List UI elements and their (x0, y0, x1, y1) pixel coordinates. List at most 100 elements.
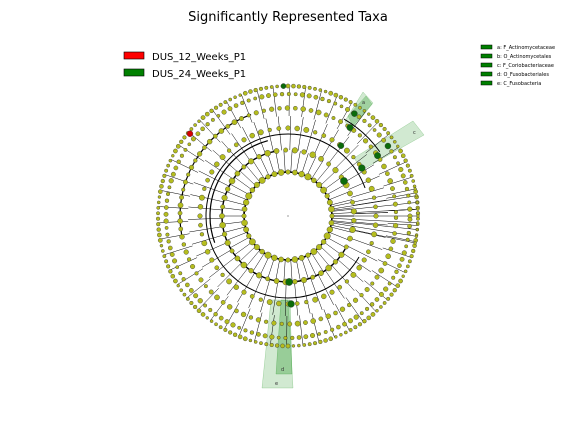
enriched-node-24w (384, 142, 392, 150)
taxon-node (156, 211, 160, 216)
taxon-node (206, 138, 213, 145)
taxon-node (177, 202, 184, 209)
taxon-node (415, 200, 419, 205)
taxa-key-label-c: c: F_Coriobacteriaceae (497, 63, 554, 69)
taxon-node (396, 161, 400, 166)
inner-branch (230, 183, 250, 196)
inner-branch (301, 257, 309, 279)
taxon-node (351, 154, 356, 160)
taxon-node (404, 186, 410, 192)
taxon-node (392, 155, 397, 160)
taxon-node (407, 200, 412, 205)
taxon-node (156, 227, 161, 232)
taxon-node (216, 113, 221, 118)
taxon-node (242, 90, 248, 96)
taxon-node (318, 316, 324, 322)
taxon-node (159, 243, 164, 248)
taxon-node (266, 93, 271, 98)
taxon-node (266, 299, 273, 305)
taxon-node (292, 169, 298, 176)
taxon-node (300, 106, 306, 112)
taxon-node (318, 88, 323, 92)
taxon-node (273, 148, 280, 154)
outer-branch (355, 289, 375, 311)
taxon-node (272, 92, 278, 97)
taxon-node (320, 239, 327, 245)
taxon-node (168, 178, 174, 184)
taxon-node (370, 115, 376, 120)
taxon-node (367, 112, 371, 116)
leaf-branch (331, 218, 418, 224)
taxon-node (336, 324, 341, 330)
taxon-node (253, 87, 258, 93)
inner-branch (311, 160, 324, 179)
inner-branch (267, 257, 275, 279)
taxon-node (249, 187, 256, 193)
taxon-node (326, 99, 331, 104)
inner-branch (224, 199, 246, 206)
taxon-node (259, 94, 265, 100)
taxon-node (249, 330, 255, 335)
taxon-node (203, 303, 208, 308)
taxon-node (413, 241, 417, 245)
taxon-node (406, 193, 411, 198)
taxon-node (253, 340, 258, 344)
taxon-node (190, 136, 196, 142)
taxon-node (189, 300, 194, 306)
taxon-node (370, 312, 376, 317)
enriched-node-24w (358, 164, 366, 172)
taxon-node (243, 199, 250, 206)
inner-branch (306, 156, 317, 177)
taxon-node (392, 201, 398, 207)
mid-branch (188, 218, 223, 220)
inner-branch (290, 259, 293, 282)
taxon-node (310, 333, 316, 339)
taxon-node (285, 83, 291, 89)
taxon-node (202, 145, 207, 150)
taxon-node (313, 94, 319, 100)
taxon-node (409, 173, 414, 178)
taxon-node (291, 147, 298, 154)
taxon-node (241, 289, 247, 295)
taxon-node (316, 244, 323, 251)
taxon-node (405, 264, 410, 269)
mid-branch (328, 136, 350, 164)
taxon-node (193, 123, 197, 127)
inner-branch (239, 245, 257, 262)
mid-branch (313, 123, 328, 156)
legend-label-24w: DUS_24_Weeks_P1 (152, 69, 246, 80)
taxon-node (407, 259, 412, 264)
taxon-node (226, 278, 233, 285)
taxon-node (221, 231, 228, 237)
taxon-node (321, 133, 327, 138)
legend-swatch-24w (123, 68, 145, 77)
taxon-node (240, 311, 247, 318)
taxon-node (198, 277, 204, 283)
enriched-node-24w (351, 110, 358, 117)
taxon-node (279, 91, 285, 97)
taxon-node (273, 278, 280, 284)
enriched-node-24w (287, 300, 295, 308)
inner-branch (275, 259, 281, 281)
mid-branch (289, 116, 292, 151)
taxon-node (392, 140, 397, 144)
taxon-node (364, 287, 370, 293)
taxon-node (298, 171, 305, 178)
taxon-node (297, 343, 301, 348)
taxon-node (248, 268, 254, 274)
mid-branch (237, 272, 255, 303)
mid-branch (190, 194, 224, 203)
taxon-node (344, 279, 350, 284)
taxon-node (286, 91, 291, 97)
taxon-node (318, 339, 323, 345)
mid-branch (346, 245, 378, 262)
taxon-node (197, 204, 204, 210)
taxon-node (278, 256, 284, 263)
clade-label-a: a (362, 100, 365, 106)
inner-branch (326, 183, 346, 196)
taxon-node (358, 105, 362, 110)
taxa-key-swatch-e (480, 80, 493, 86)
inner-branch (283, 150, 286, 173)
taxon-node (182, 135, 187, 140)
taxon-node (396, 144, 400, 149)
